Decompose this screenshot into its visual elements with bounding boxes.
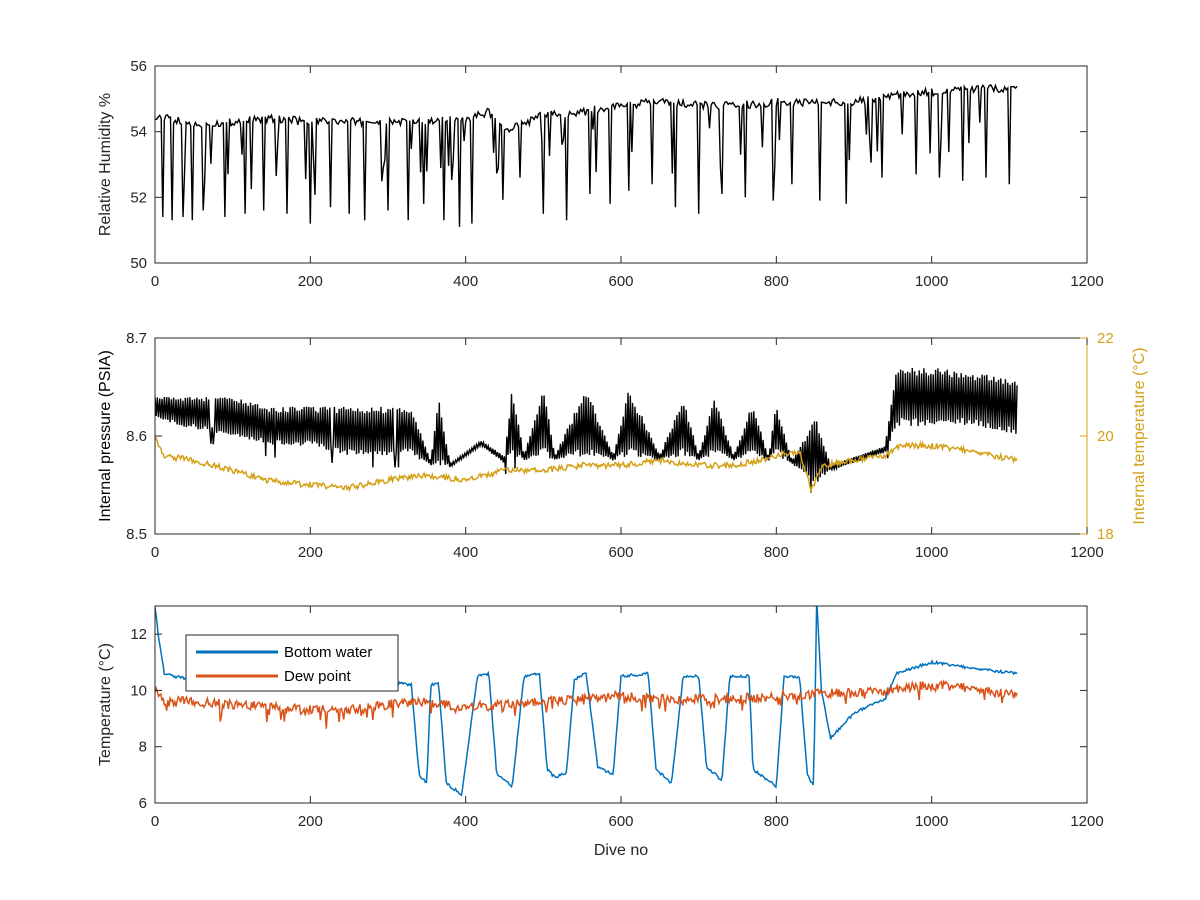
x-tick-label: 200 bbox=[298, 544, 323, 561]
x-tick-label: 1000 bbox=[915, 813, 948, 830]
x-tick-label: 1200 bbox=[1070, 813, 1103, 830]
humidity-panel: 0 200 400 600 800 1000 1200 50 52 54 56 Relative Hu… bbox=[97, 58, 1104, 290]
y-tick-label: 52 bbox=[130, 189, 147, 206]
x-tick-label: 600 bbox=[608, 544, 633, 561]
x-tick-label: 200 bbox=[298, 273, 323, 290]
x-tick-label: 0 bbox=[151, 813, 159, 830]
y-tick-label: 8.7 bbox=[126, 330, 147, 347]
temperature-panel: 0 200 400 600 800 1000 1200 6 8 10 12 Temperature (… bbox=[97, 605, 1104, 859]
x-tick-label: 1000 bbox=[915, 544, 948, 561]
internal-temperature-series-line bbox=[155, 436, 1018, 494]
y-tick-label: 12 bbox=[130, 626, 147, 643]
y2-tick-label: 22 bbox=[1097, 330, 1114, 347]
x-tick-label: 600 bbox=[608, 273, 633, 290]
y-tick-label: 56 bbox=[130, 58, 147, 75]
y-tick-label: 50 bbox=[130, 255, 147, 272]
humidity-series-line bbox=[155, 83, 1018, 227]
dew-point-series-line bbox=[155, 679, 1018, 729]
x-tick-label: 800 bbox=[764, 813, 789, 830]
y2-tick-label: 20 bbox=[1097, 428, 1114, 445]
y-tick-label: 8.5 bbox=[126, 526, 147, 543]
x-tick-label: 400 bbox=[453, 813, 478, 830]
x-tick-label: 1200 bbox=[1070, 544, 1103, 561]
y-tick-label: 54 bbox=[130, 124, 147, 141]
y2-axis-label: Internal temperature (°C) bbox=[1131, 347, 1148, 524]
x-tick-label: 600 bbox=[608, 813, 633, 830]
x-tick-label: 800 bbox=[764, 544, 789, 561]
x-tick-label: 0 bbox=[151, 544, 159, 561]
y-tick-label: 8 bbox=[139, 739, 147, 756]
x-tick-label: 1200 bbox=[1070, 273, 1103, 290]
y-axis-label: Internal pressure (PSIA) bbox=[97, 350, 114, 522]
x-tick-label: 1000 bbox=[915, 273, 948, 290]
legend-box bbox=[185, 634, 399, 692]
y-axis-label: Temperature (°C) bbox=[97, 643, 114, 766]
x-tick-label: 400 bbox=[453, 273, 478, 290]
y-tick-label: 8.6 bbox=[126, 428, 147, 445]
pressure-panel: 0 200 400 600 800 1000 1200 8.5 8.6 8.7 18 20 22 Inte… bbox=[97, 330, 1148, 561]
x-tick-label: 800 bbox=[764, 273, 789, 290]
x-tick-label: 200 bbox=[298, 813, 323, 830]
y2-tick-label: 18 bbox=[1097, 526, 1114, 543]
legend: Bottom water Dew point bbox=[185, 634, 399, 692]
y-axis-label: Relative Humidity % bbox=[97, 93, 114, 236]
y-tick-label: 10 bbox=[130, 682, 147, 699]
y-tick-label: 6 bbox=[139, 795, 147, 812]
pressure-series-line bbox=[155, 367, 1018, 493]
x-tick-label: 400 bbox=[453, 544, 478, 561]
plot-area bbox=[155, 83, 1018, 227]
x-axis-label: Dive no bbox=[594, 842, 648, 859]
legend-label: Bottom water bbox=[284, 644, 372, 661]
plot-area bbox=[155, 367, 1018, 494]
legend-label: Dew point bbox=[284, 668, 352, 685]
x-tick-label: 0 bbox=[151, 273, 159, 290]
